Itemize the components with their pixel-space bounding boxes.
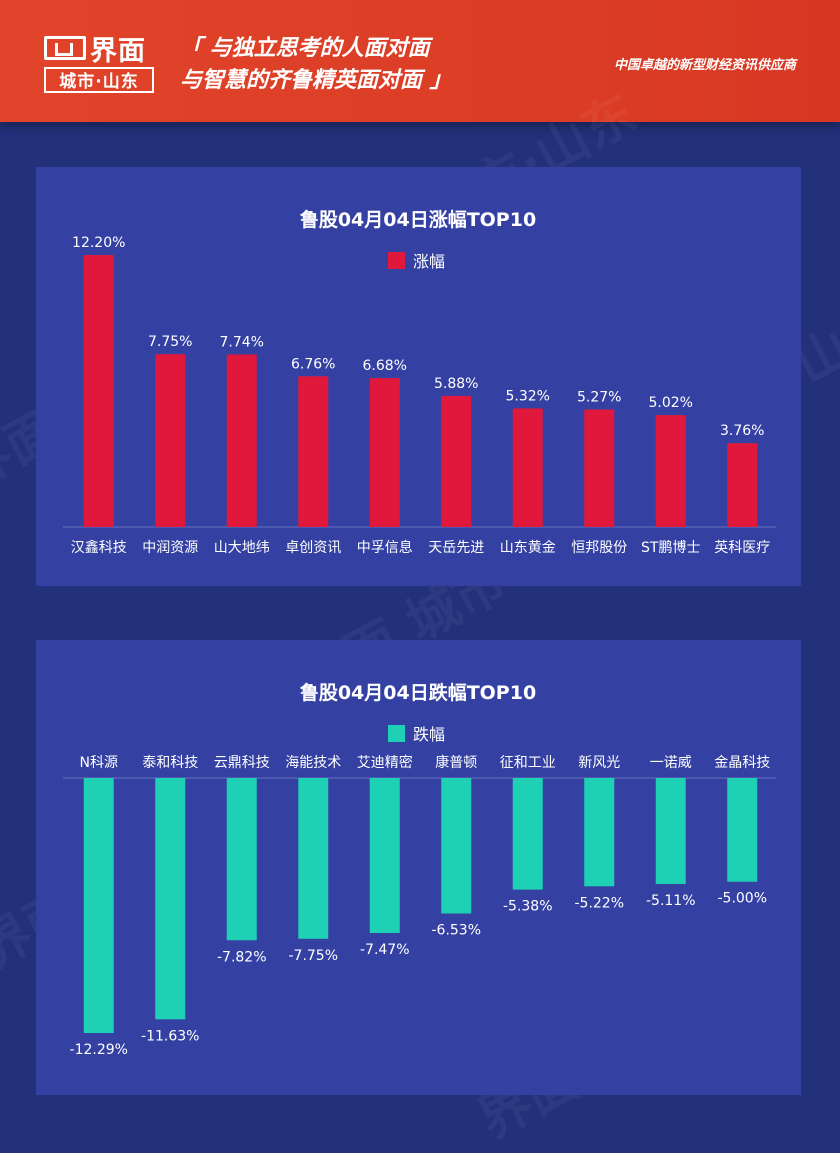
data-label: -6.53% xyxy=(431,922,481,938)
data-label: 3.76% xyxy=(720,423,764,439)
category-label: 山大地纬 xyxy=(214,540,270,556)
bar xyxy=(226,354,257,527)
bar xyxy=(369,378,400,527)
slogan-line-2: 与智慧的齐鲁精英面对面 」 xyxy=(180,68,452,93)
category-label: 康普顿 xyxy=(435,754,477,771)
bar xyxy=(655,415,686,527)
category-label: 征和工业 xyxy=(500,755,556,771)
category-label: 英科医疗 xyxy=(714,539,770,556)
logo-icon xyxy=(44,36,86,60)
category-label: 中孚信息 xyxy=(357,539,413,556)
bar xyxy=(441,395,472,527)
category-label: ST鹏博士 xyxy=(641,539,700,556)
category-label: 金晶科技 xyxy=(714,755,770,771)
data-label: -7.47% xyxy=(360,942,410,958)
data-label: 12.20% xyxy=(72,235,125,251)
gainers-chart: 鲁股04月04日涨幅TOP10 涨幅 12.20% 汉鑫科技 7.75% 中润资源 7.74… xyxy=(63,208,776,556)
tagline: 中国卓越的新型财经资讯供应商 xyxy=(613,58,796,73)
bar xyxy=(441,778,472,914)
category-label: 中润资源 xyxy=(142,540,198,556)
brand-logo: 界面 城市·山东 xyxy=(44,33,162,93)
category-label: N科源 xyxy=(80,755,118,771)
data-label: -7.75% xyxy=(288,948,338,964)
data-label: 6.76% xyxy=(291,356,335,372)
data-label: -7.82% xyxy=(217,949,267,965)
bar xyxy=(298,778,329,939)
losers-chart: 鲁股04月04日跌幅TOP10 跌幅 -12.29% N科源 -11.63% 泰和科技 -7… xyxy=(63,681,776,1058)
gainers-panel: 鲁股04月04日涨幅TOP10 涨幅 12.20% 汉鑫科技 7.75% 中润资源 7.74… xyxy=(36,167,801,586)
data-label: -5.38% xyxy=(503,899,553,915)
legend-label: 跌幅 xyxy=(413,725,445,744)
category-label: 一诺威 xyxy=(650,755,692,771)
slogan-line-1: 「 与独立思考的人面对面 xyxy=(180,36,430,61)
bar xyxy=(298,376,329,527)
data-label: 5.32% xyxy=(506,388,550,404)
data-label: 6.68% xyxy=(363,358,407,374)
chart-title: 鲁股04月04日涨幅TOP10 xyxy=(299,208,536,231)
bar xyxy=(584,409,615,527)
legend-swatch xyxy=(388,252,405,269)
category-label: 卓创资讯 xyxy=(285,540,341,556)
data-label: 7.74% xyxy=(220,334,264,350)
data-label: 5.02% xyxy=(649,395,693,411)
chart-title: 鲁股04月04日跌幅TOP10 xyxy=(299,681,536,704)
bar xyxy=(83,255,114,527)
data-label: -5.00% xyxy=(717,891,767,907)
bar xyxy=(369,778,400,933)
brand-subtitle: 城市·山东 xyxy=(44,67,154,93)
bar xyxy=(512,408,543,527)
legend-label: 涨幅 xyxy=(413,252,445,271)
data-label: -5.22% xyxy=(574,895,624,911)
category-label: 天岳先进 xyxy=(428,540,484,556)
bar xyxy=(83,778,114,1033)
bar xyxy=(512,778,543,890)
bar xyxy=(584,778,615,887)
category-label: 云鼎科技 xyxy=(214,755,270,771)
bar xyxy=(727,443,758,527)
category-label: 艾迪精密 xyxy=(357,754,413,771)
data-label: 5.27% xyxy=(577,390,621,406)
header-banner: 界面 城市·山东 「 与独立思考的人面对面 与智慧的齐鲁精英面对面 」 中国卓越… xyxy=(0,0,840,122)
category-label: 海能技术 xyxy=(285,755,341,771)
bar xyxy=(155,778,186,1020)
category-label: 恒邦股份 xyxy=(571,540,627,556)
data-label: -5.11% xyxy=(646,893,696,909)
category-label: 汉鑫科技 xyxy=(71,539,127,556)
category-label: 新风光 xyxy=(578,755,620,771)
category-label: 山东黄金 xyxy=(500,539,556,556)
data-label: 7.75% xyxy=(148,334,192,350)
bar xyxy=(655,778,686,885)
brand-name: 界面 xyxy=(90,35,146,67)
slogan: 「 与独立思考的人面对面 与智慧的齐鲁精英面对面 」 xyxy=(180,33,452,97)
losers-panel: 鲁股04月04日跌幅TOP10 跌幅 -12.29% N科源 -11.63% 泰和科技 -7… xyxy=(36,640,801,1095)
data-label: -12.29% xyxy=(70,1042,128,1058)
bar xyxy=(226,778,257,941)
category-label: 泰和科技 xyxy=(142,755,198,771)
data-label: -11.63% xyxy=(141,1028,199,1044)
bar xyxy=(155,354,186,527)
data-label: 5.88% xyxy=(434,376,478,392)
legend-swatch xyxy=(388,725,405,742)
bar xyxy=(727,778,758,882)
